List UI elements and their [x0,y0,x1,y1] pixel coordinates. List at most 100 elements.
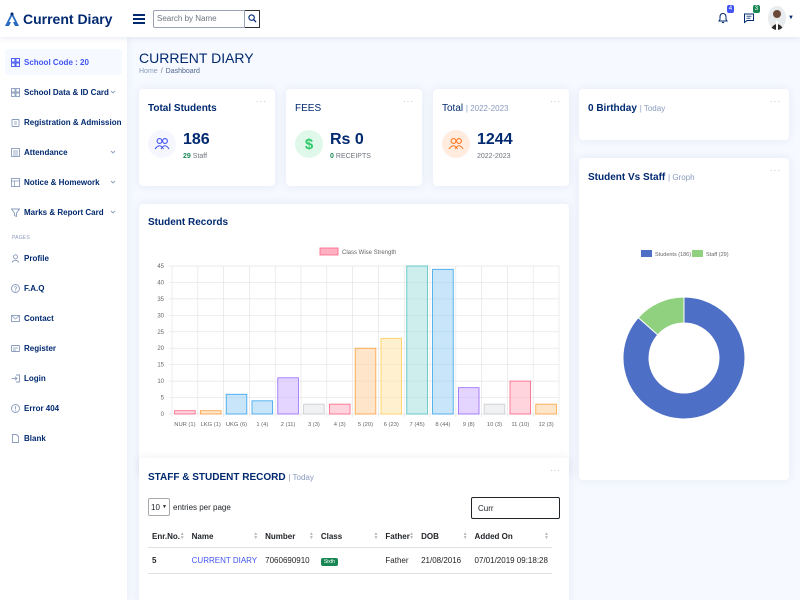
bar [328,403,351,415]
breadcrumb-current: Dashboard [165,68,200,75]
sort-icon: ▲ ▼ [462,531,468,541]
x-tick-label: 8 (44) [435,422,450,428]
sidebar-page-label: Profile [24,253,49,263]
file-icon [12,433,19,443]
legend-label: Students (186) [655,252,691,258]
y-tick-label: 25 [157,330,164,336]
table-title-sub: | Today [288,473,314,482]
x-tick-label: UKG (6) [226,422,247,428]
sidebar-item-1[interactable]: School Data & ID Card [5,79,122,105]
sidebar-page-1[interactable]: F.A.Q [5,275,122,301]
x-tick-label: 9 (8) [463,422,475,428]
logo[interactable]: Current Diary [0,11,128,27]
legend-swatch [641,250,652,257]
sidebar-page-label: Error 404 [24,403,60,413]
layout-icon [11,177,20,187]
card-menu-icon[interactable]: ··· [770,166,781,175]
sidebar-item-3[interactable]: Attendance [5,139,122,165]
breadcrumb: Home / Dashboard [139,68,200,75]
cell-name: CURRENT DIARY [187,547,262,574]
column-header-label: Class [320,532,343,542]
entries-label: entries per page [173,502,231,512]
bar [457,387,480,415]
messages-button[interactable]: 3 [740,5,761,27]
sidebar-item-label: Marks & Report Card [24,207,104,217]
total-title: Total [442,103,464,114]
column-header[interactable]: Added On ▲ ▼ [470,527,552,548]
sidebar-page-6[interactable]: Blank [5,425,122,451]
sidebar-page-label: Register [24,343,57,353]
entries-length: 10 ▼ entries per page [148,498,231,516]
card-menu-icon[interactable]: ··· [550,466,561,475]
y-tick-label: 15 [157,363,164,369]
avatar[interactable] [768,6,787,30]
card-menu-icon[interactable]: ··· [403,97,414,106]
column-header[interactable]: Father ▲ ▼ [381,527,418,548]
card-menu-icon[interactable]: ··· [770,97,781,106]
search-input[interactable] [153,9,245,28]
entries-select[interactable]: 10 ▼ [148,498,170,516]
grid-icon [11,57,20,67]
sidebar-page-0[interactable]: Profile [5,245,122,271]
card-title: Student Records [148,217,229,228]
column-header[interactable]: Number ▲ ▼ [261,527,317,548]
top-header: Current Diary 4 3 ▼ [0,0,800,37]
total-students-card: ··· Total Students 186 29 Staff [139,89,275,186]
y-tick-label: 0 [161,412,165,418]
bar [483,403,506,415]
bar-chart: Class Wise Strength 0 5 10 15 20 25 30 35 40 45 NUR… [157,247,560,428]
column-header[interactable]: Class ▲ ▼ [316,527,382,548]
card-menu-icon[interactable]: ··· [256,97,267,106]
sidebar-page-label: Login [24,373,46,383]
column-header-label: DOB [421,532,439,542]
legend-swatch [319,247,339,256]
sidebar-item-4[interactable]: Notice & Homework [5,169,122,195]
chevron-down-icon[interactable]: ▼ [788,15,794,21]
cell-class: Sixth [316,547,382,574]
cell-added: 07/01/2019 09:18:28 [470,547,552,574]
menu-toggle-icon[interactable] [133,12,145,26]
card-title: 0 Birthday | Today [588,103,665,114]
sidebar-page-3[interactable]: Register [5,335,122,361]
sidebar-page-5[interactable]: Error 404 [5,395,122,421]
bar [303,403,325,415]
card-menu-icon[interactable]: ··· [550,97,561,106]
sidebar-item-0[interactable]: School Code : 20 [5,49,122,75]
funnel-icon [11,208,20,217]
sidebar-page-2[interactable]: Contact [5,305,122,331]
search-button[interactable] [245,9,260,28]
dollar-icon: $ [295,130,323,158]
x-tick-label: 11 (10) [511,422,529,428]
column-header[interactable]: Name ▲ ▼ [187,527,262,548]
column-header[interactable]: DOB ▲ ▼ [417,527,471,548]
bar [535,403,557,415]
total-value: 1244 [477,131,513,148]
column-header[interactable]: Enr.No. ▲ ▼ [148,527,188,548]
column-header-label: Added On [474,532,513,542]
notifications-button[interactable]: 4 [714,5,735,27]
card-icon [11,344,20,352]
cell-father: Father [381,547,418,574]
legend-label: Class Wise Strength [342,250,396,256]
name-link[interactable]: CURRENT DIARY [191,555,258,565]
sidebar-page-label: Blank [24,433,46,443]
card-title: STAFF & STUDENT RECORD | Today [148,472,314,483]
sidebar-item-2[interactable]: Registration & Admission [5,109,122,135]
cell-number: 7060690910 [261,547,317,574]
x-tick-label: 4 (3) [334,422,346,428]
clipboard-icon [11,118,20,127]
sidebar-item-5[interactable]: Marks & Report Card [5,199,122,225]
breadcrumb-home[interactable]: Home [139,68,158,75]
receipts-label: RECEIPTS [335,153,371,160]
staff-label: Staff [192,153,208,160]
table-search-input[interactable] [471,497,560,519]
fees-value: Rs 0 [330,131,364,148]
column-header-label: Enr.No. [152,532,181,542]
sidebar-page-4[interactable]: Login [5,365,122,391]
bar [174,410,196,415]
breadcrumb-separator: / [160,68,163,75]
x-tick-label: 6 (23) [384,422,399,428]
grid-icon [11,87,20,97]
y-tick-label: 35 [157,297,164,303]
main-content: CURRENT DIARY Home / Dashboard ··· Total S… [127,37,800,600]
